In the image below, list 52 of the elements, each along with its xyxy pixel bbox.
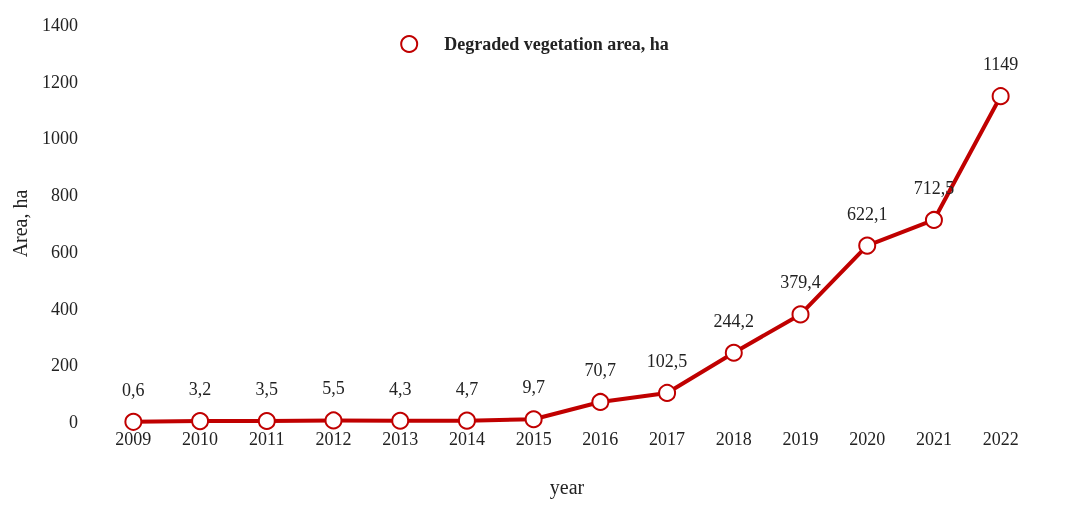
x-tick-label: 2016: [582, 429, 619, 449]
point: [124, 412, 143, 431]
data-label: 5,5: [322, 378, 345, 399]
data-label: 9,7: [522, 377, 545, 398]
x-tick-label: 2017: [649, 429, 686, 449]
x-axis-title: year: [549, 476, 585, 499]
y-tick-label: 200: [51, 355, 78, 376]
point: [391, 411, 410, 430]
y-tick-label: 0: [69, 412, 78, 432]
data-label: 244,2: [713, 310, 755, 331]
data-label: 3,5: [255, 379, 279, 400]
x-tick-label: 2012: [315, 429, 352, 449]
point: [457, 411, 476, 430]
y-tick-label: 1400: [42, 15, 78, 35]
point: [324, 411, 343, 430]
x-tick-label: 2018: [715, 429, 752, 449]
data-label: 1149: [982, 54, 1019, 75]
point: [191, 412, 210, 431]
x-tick-label: 2019: [782, 429, 819, 449]
y-tick-label: 1200: [42, 71, 78, 92]
data-label: 0,6: [122, 379, 145, 400]
data-label: 379,4: [780, 272, 821, 293]
x-tick-label: 2015: [515, 429, 552, 449]
point: [991, 87, 1010, 106]
x-tick-label: 2014: [448, 429, 485, 449]
data-label: 4,3: [388, 378, 412, 399]
point: [858, 236, 877, 255]
x-tick-label: 2022: [982, 429, 1019, 449]
point: [524, 410, 543, 429]
point: [924, 210, 943, 229]
point: [591, 392, 610, 411]
x-tick-label: 2021: [915, 429, 952, 449]
data-label: 3,2: [188, 379, 212, 400]
data-label: 70,7: [584, 359, 617, 380]
x-tick-label: 2020: [849, 429, 886, 449]
point: [724, 343, 743, 362]
y-axis-title: Area, ha: [9, 189, 31, 258]
legend-label: Degraded vegetation area, ha: [444, 34, 669, 54]
x-tick-label: 2013: [382, 429, 419, 449]
data-label: 102,5: [646, 350, 688, 371]
point: [257, 412, 276, 430]
x-tick-label: 2009: [115, 429, 152, 449]
x-tick-label: 2011: [249, 429, 285, 449]
y-tick-label: 400: [51, 298, 78, 319]
point: [658, 383, 677, 402]
y-tick-label: 600: [51, 241, 78, 262]
y-tick-label: 800: [51, 185, 78, 206]
y-tick-label: 1000: [42, 128, 78, 149]
data-label: 622,1: [846, 203, 888, 224]
point: [791, 305, 810, 324]
data-label: 4,7: [455, 378, 479, 399]
x-tick-label: 2010: [182, 429, 219, 449]
